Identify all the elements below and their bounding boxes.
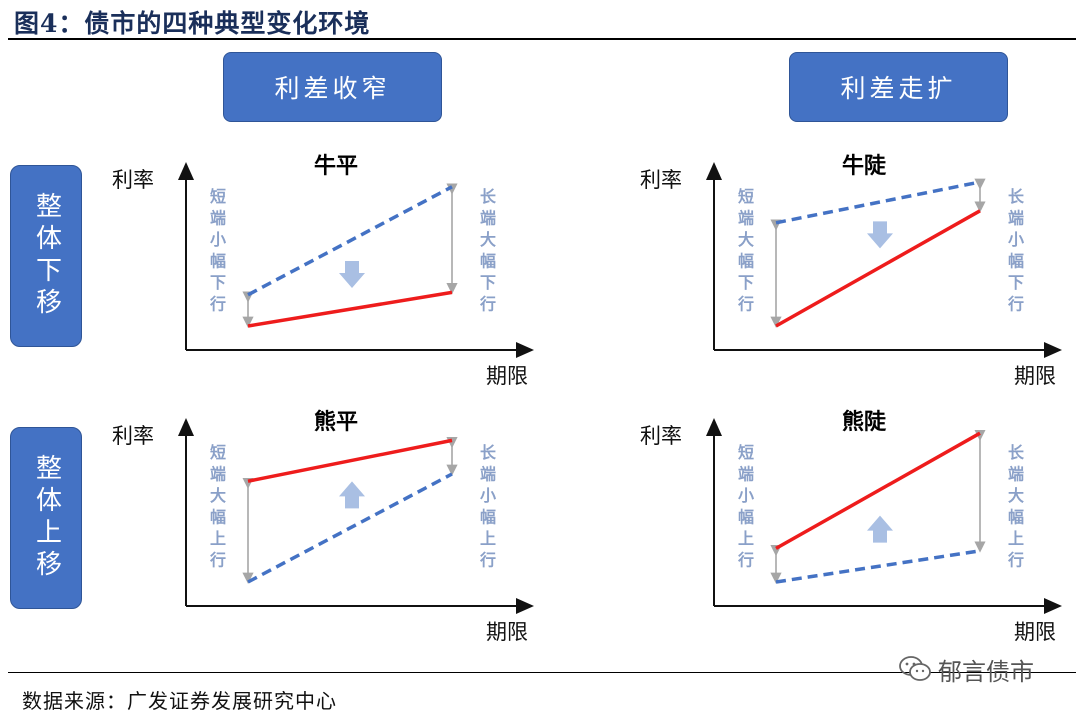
down-arrow-icon <box>339 261 365 288</box>
short-end-note-char: 上 <box>738 529 754 548</box>
long-end-note-char: 下 <box>480 273 496 292</box>
long-end-note-char: 长 <box>480 443 497 462</box>
solid-yield-curve <box>775 431 981 550</box>
short-end-note-char: 行 <box>737 295 754 314</box>
short-end-note-char: 幅 <box>738 252 754 271</box>
dashed-yield-curve <box>775 180 981 225</box>
long-end-note-char: 下 <box>1008 273 1024 292</box>
long-end-note-char: 行 <box>479 295 496 314</box>
long-end-note-char: 长 <box>480 187 497 206</box>
panel-title: 熊陡 <box>842 409 887 435</box>
short-end-note-char: 小 <box>210 230 226 249</box>
dashed-yield-curve <box>247 472 453 584</box>
long-end-note-char: 大 <box>480 230 496 249</box>
short-end-note-char: 小 <box>738 486 754 505</box>
short-end-note-char: 下 <box>738 273 754 292</box>
short-end-note-char: 端 <box>738 465 754 484</box>
column-header-spread-narrowing: 利差收窄 <box>223 52 442 122</box>
long-end-note-char: 小 <box>1008 230 1024 249</box>
short-end-note-char: 行 <box>209 551 226 570</box>
short-end-note-char: 端 <box>738 209 754 228</box>
long-end-note-char: 端 <box>1008 465 1024 484</box>
solid-yield-curve <box>775 209 981 328</box>
long-end-note-char: 行 <box>479 551 496 570</box>
wechat-icon <box>899 656 931 681</box>
short-end-note-char: 上 <box>210 529 226 548</box>
long-end-note-char: 幅 <box>1008 508 1024 527</box>
short-end-note-char: 行 <box>209 295 226 314</box>
down-arrow-icon <box>867 221 893 249</box>
panel-title: 熊平 <box>314 409 358 435</box>
short-end-note-char: 行 <box>737 551 754 570</box>
y-axis-label: 利率 <box>112 168 154 192</box>
long-end-note-char: 幅 <box>480 252 496 271</box>
y-axis-label: 利率 <box>640 424 682 448</box>
long-end-note-char: 上 <box>1008 529 1024 548</box>
short-end-note-char: 短 <box>210 443 226 462</box>
column-header-spread-widening: 利差走扩 <box>789 52 1008 122</box>
x-axis-label: 期限 <box>486 620 528 644</box>
long-end-note-char: 上 <box>480 529 496 548</box>
long-end-note-char: 端 <box>480 465 496 484</box>
panel-title: 牛平 <box>314 153 358 179</box>
x-axis-label: 期限 <box>1014 620 1056 644</box>
source-note: 数据来源：广发证券发展研究中心 <box>22 689 337 713</box>
long-end-note-char: 行 <box>1007 295 1024 314</box>
long-end-note-char: 长 <box>1008 443 1025 462</box>
top-rule <box>8 38 1076 40</box>
y-axis-label: 利率 <box>112 424 154 448</box>
long-end-note-char: 幅 <box>1008 252 1024 271</box>
long-end-note-char: 端 <box>480 209 496 228</box>
short-end-note-char: 下 <box>210 273 226 292</box>
bottom-rule <box>8 672 1076 673</box>
figure-title: 图4：债市的四种典型变化环境 <box>14 9 371 38</box>
short-end-note-char: 短 <box>210 187 226 206</box>
panel-title: 牛陡 <box>842 153 887 179</box>
short-end-note-char: 幅 <box>210 252 226 271</box>
long-end-note-char: 大 <box>1008 486 1024 505</box>
x-axis-label: 期限 <box>1014 364 1056 388</box>
short-end-note-char: 大 <box>210 486 226 505</box>
long-end-note-char: 长 <box>1008 187 1025 206</box>
solid-yield-curve <box>247 290 453 328</box>
dashed-yield-curve <box>247 185 453 297</box>
short-end-note-char: 幅 <box>738 508 754 527</box>
watermark: 郁言债市 <box>898 652 1034 686</box>
up-arrow-icon <box>339 481 365 509</box>
long-end-note-char: 行 <box>1007 551 1024 570</box>
row-header-shift-up: 整体上移 <box>10 427 82 609</box>
y-axis-label: 利率 <box>640 168 682 192</box>
up-arrow-icon <box>867 515 893 543</box>
short-end-note-char: 端 <box>210 465 226 484</box>
long-end-note-char: 端 <box>1008 209 1024 228</box>
x-axis-label: 期限 <box>486 364 528 388</box>
short-end-note-char: 短 <box>738 443 754 462</box>
row-header-shift-down: 整体下移 <box>10 165 82 347</box>
short-end-note-char: 大 <box>738 230 754 249</box>
solid-yield-curve <box>247 438 453 483</box>
long-end-note-char: 小 <box>480 486 496 505</box>
short-end-note-char: 短 <box>738 187 754 206</box>
short-end-note-char: 端 <box>210 209 226 228</box>
dashed-yield-curve <box>775 549 981 584</box>
watermark-text: 郁言债市 <box>938 657 1034 686</box>
short-end-note-char: 幅 <box>210 508 226 527</box>
long-end-note-char: 幅 <box>480 508 496 527</box>
